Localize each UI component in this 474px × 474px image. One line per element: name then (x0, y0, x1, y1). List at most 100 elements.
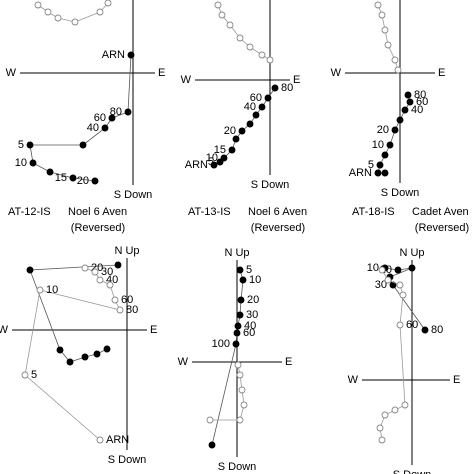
open-point (258, 51, 266, 59)
point-label: 30 (101, 266, 113, 278)
filled-point (374, 169, 382, 177)
filled-point (124, 108, 132, 116)
filled-point (69, 174, 77, 182)
series-line (379, 269, 406, 441)
filled-point (252, 111, 260, 119)
axis-label: S Down (393, 469, 432, 474)
filled-point (26, 266, 34, 274)
open-point (391, 406, 399, 414)
open-point (214, 1, 222, 9)
open-point (44, 8, 52, 16)
filled-point (381, 169, 389, 177)
filled-point (404, 91, 412, 99)
open-point (234, 361, 242, 369)
filled-point (258, 103, 266, 111)
filled-point (220, 154, 228, 162)
open-point (399, 291, 407, 299)
filled-point (66, 358, 74, 366)
filled-point (103, 345, 111, 353)
open-point (104, 0, 112, 7)
filled-point (401, 106, 409, 114)
open-point (96, 436, 104, 444)
filled-point (93, 350, 101, 358)
point-label: 30 (246, 309, 258, 321)
open-point (394, 66, 402, 74)
point-label: 10 (367, 262, 379, 274)
caption-site: Noel 6 Aven (248, 206, 307, 218)
filled-point (396, 116, 404, 124)
point-label: 80 (431, 324, 443, 336)
axis-label: W (178, 356, 189, 368)
open-point (236, 371, 244, 379)
filled-point (216, 158, 224, 166)
open-point (376, 424, 384, 432)
point-label: 60 (250, 92, 262, 104)
filled-point (29, 159, 37, 167)
point-label: 10 (15, 157, 27, 169)
open-point (378, 11, 386, 19)
series-line (29, 54, 132, 182)
axis-label: S Down (108, 454, 147, 466)
point-label: 5 (246, 264, 252, 276)
filled-point (394, 266, 402, 274)
axis-label: E (293, 74, 300, 86)
point-label: 40 (244, 101, 256, 113)
filled-point (408, 264, 416, 272)
point-label: 20 (377, 124, 389, 136)
point-label: 20 (247, 294, 259, 306)
filled-point (264, 94, 272, 102)
axis-label: E (438, 67, 445, 79)
point-label: 80 (126, 304, 138, 316)
caption-site: Noel 6 Aven (68, 206, 127, 218)
point-label: 100 (212, 338, 230, 350)
point-label: 10 (249, 274, 261, 286)
point-label: 80 (414, 89, 426, 101)
open-point (238, 386, 246, 394)
point-label: 60 (416, 96, 428, 108)
caption-id: AT-18-IS (352, 206, 395, 218)
axis-label: E (285, 356, 292, 368)
open-point (401, 401, 409, 409)
open-point (34, 1, 42, 9)
filled-point (239, 276, 247, 284)
axis-label: E (453, 374, 460, 386)
point-label: 5 (18, 139, 24, 151)
filled-point (79, 141, 87, 149)
filled-point (237, 296, 245, 304)
filled-point (232, 135, 240, 143)
open-point (384, 41, 392, 49)
open-point (391, 56, 399, 64)
caption-id: AT-12-IS (8, 206, 51, 218)
axis-label: N Up (224, 247, 249, 259)
filled-point (386, 141, 394, 149)
open-point (106, 281, 114, 289)
open-point (111, 296, 119, 304)
axis-label: W (181, 74, 192, 86)
filled-point (114, 261, 122, 269)
open-point (381, 411, 389, 419)
filled-point (376, 161, 384, 169)
open-point (240, 401, 248, 409)
open-point (54, 14, 62, 22)
axis-label: W (6, 67, 17, 79)
point-label: 5 (368, 159, 374, 171)
open-point (396, 281, 404, 289)
point-label: 20 (77, 175, 89, 187)
open-point (378, 436, 386, 444)
filled-point (46, 168, 54, 176)
axis-label: E (158, 67, 165, 79)
axis-label: W (0, 324, 9, 336)
axis-label: N Up (114, 245, 139, 257)
point-label: ARN (349, 167, 372, 179)
open-point (374, 1, 382, 9)
open-point (226, 21, 234, 29)
open-point (21, 371, 29, 379)
caption-id: AT-13-IS (188, 206, 231, 218)
filled-point (391, 126, 399, 134)
filled-point (271, 84, 279, 92)
point-label: 10 (372, 139, 384, 151)
filled-point (406, 98, 414, 106)
filled-point (381, 151, 389, 159)
open-point (91, 268, 99, 276)
